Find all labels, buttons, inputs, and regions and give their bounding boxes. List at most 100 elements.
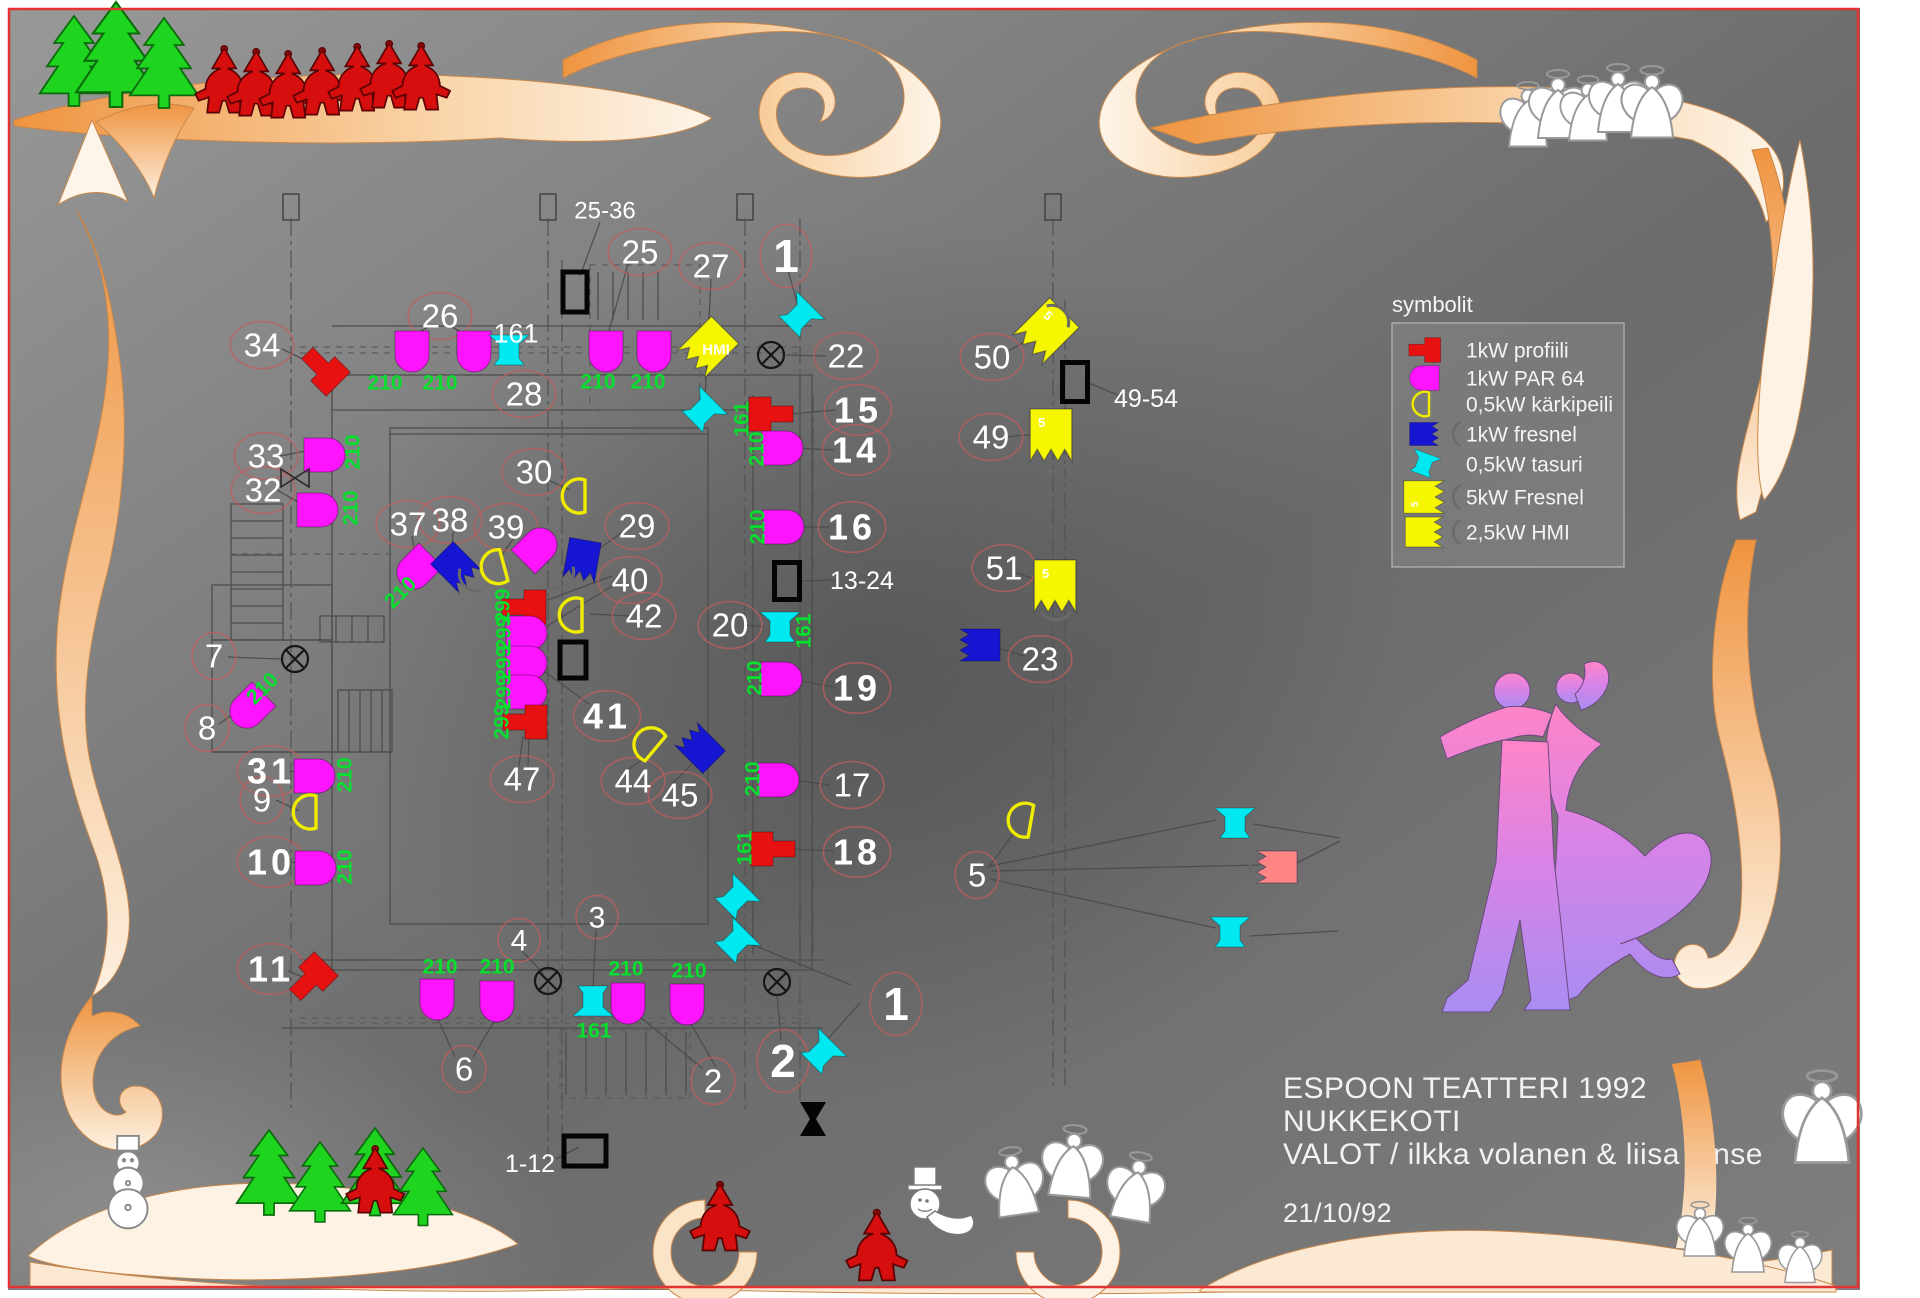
fixture-par-icon [303, 437, 346, 473]
legend-symbol-par-icon [1409, 365, 1440, 391]
fixture-par-icon [760, 661, 803, 697]
gel-number-label: 210 [367, 371, 402, 394]
fixture-number-label: 26 [422, 298, 459, 335]
gel-number-label: 210 [339, 490, 362, 525]
gel-number-label: 210 [741, 761, 764, 796]
fixture-number-label: 10 [247, 842, 295, 883]
fixture-number-label: 13-24 [830, 567, 894, 595]
legend-item-fresnel5: 5 5kW Fresnel [1403, 480, 1584, 514]
fixture-number-label: 23 [1022, 641, 1059, 678]
fixture-par-icon [294, 850, 337, 886]
fixture-number-label: 8 [198, 710, 216, 747]
gel-number-label: 161 [730, 401, 753, 436]
fixture-number-label: 19 [833, 668, 881, 709]
fixture-number-label: 6 [455, 1051, 473, 1088]
fixture-number-label: 1 [773, 230, 799, 282]
fixture-par-icon [669, 983, 705, 1026]
fixture-number-label: 41 [583, 696, 631, 737]
fixture-par-icon [479, 980, 515, 1023]
gel-number-label: 161 [733, 830, 756, 865]
legend-item-label: 2,5kW HMI [1466, 521, 1570, 544]
fixture-par-icon [456, 330, 492, 373]
legend-item-par: 1kW PAR 64 [1409, 365, 1585, 391]
gel-number-label: 210 [341, 434, 364, 469]
gel-number-label: 210 [743, 660, 766, 695]
gel-number-label: 210 [745, 431, 768, 466]
fixture-number-label: 27 [693, 248, 730, 285]
gel-number-label: 299 [492, 615, 515, 650]
fixture-number-label: 5 [968, 857, 986, 894]
fixture-number-label: 37 [390, 506, 427, 543]
fixture-number-label: 50 [974, 339, 1011, 376]
svg-text:5: 5 [1410, 501, 1421, 507]
fixture-number-label: 51 [986, 550, 1023, 587]
fixture-number-label: 15 [834, 390, 882, 431]
fixture-number-label: 30 [516, 454, 553, 491]
legend-item-label: 1kW PAR 64 [1466, 367, 1585, 390]
svg-text:5: 5 [1042, 566, 1049, 581]
fixture-number-label: 2 [704, 1063, 722, 1100]
fixture-number-label: 18 [833, 832, 881, 873]
fixture-number-label: HMI [702, 341, 730, 358]
fixture-par-icon [636, 330, 672, 373]
gel-number-label: 210 [580, 370, 615, 393]
fixture-number-label: 28 [506, 376, 543, 413]
fixture-number-label: 4 [511, 925, 528, 958]
fixture-number-label: 1-12 [505, 1150, 555, 1178]
fixture-number-label: 17 [834, 767, 871, 804]
fixture-number-label: 20 [712, 607, 749, 644]
legend-item-label: 0,5kW tasuri [1466, 453, 1583, 476]
gel-number-label: 210 [671, 959, 706, 982]
legend-item-profile: 1kW profiili [1408, 337, 1569, 363]
fixture-number-label: 11 [248, 949, 294, 990]
gel-number-label: 210 [746, 509, 769, 544]
fixture-number-label: 161 [493, 318, 538, 348]
title-line-2: NUKKEKOTI [1283, 1105, 1461, 1138]
legend-item-label: 0,5kW kärkipeili [1466, 393, 1613, 416]
legend-item-hmi: 2,5kW HMI [1404, 516, 1570, 548]
fixture-number-label: 22 [828, 338, 865, 375]
fixture-number-label: 14 [832, 430, 880, 471]
legend-panel: symbolit 1kW profiili 1kW PAR 64 0,5kW kär… [1391, 292, 1625, 568]
fixture-number-label: 32 [245, 472, 282, 509]
gel-number-label: 161 [792, 613, 815, 648]
gel-number-label: 210 [422, 371, 457, 394]
gel-number-label: 161 [576, 1019, 611, 1042]
fixture-par-icon [588, 330, 624, 373]
svg-text:5: 5 [1038, 415, 1045, 430]
fixture-number-label: 2 [770, 1035, 796, 1087]
fixture-number-label: 45 [662, 777, 699, 814]
fixture-number-label: 42 [626, 598, 663, 635]
fixture-number-label: 39 [488, 509, 525, 546]
fixture-number-label: 9 [253, 782, 271, 819]
fixture-number-label: 34 [244, 327, 281, 364]
gel-number-label: 299 [490, 704, 513, 739]
fixture-number-label: 3 [589, 902, 606, 935]
gel-number-label: 210 [333, 849, 356, 884]
fixture-par-icon [296, 492, 339, 528]
title-line-3: VALOT / ilkka volanen & liisa y nse [1283, 1138, 1763, 1171]
fixture-number-label: 44 [615, 763, 652, 800]
title-date: 21/10/92 [1283, 1198, 1393, 1228]
fixture-par-icon [419, 978, 455, 1021]
legend-item-label: 1kW fresnel [1466, 423, 1577, 446]
fixture-par-icon [394, 330, 430, 373]
fixture-number-label: 29 [619, 508, 656, 545]
fixture-number-label: 7 [205, 638, 223, 675]
title-block: ESPOON TEATTERI 1992 NUKKEKOTI VALOT / i… [1283, 1072, 1763, 1230]
legend-item-label: 1kW profiili [1466, 339, 1569, 362]
gel-number-label: 210 [630, 370, 665, 393]
fixture-number-label: 33 [248, 438, 285, 475]
legend-item-label: 5kW Fresnel [1466, 486, 1584, 509]
legend-title: symbolit [1392, 292, 1473, 317]
gel-number-label: 210 [333, 757, 356, 792]
fixture-number-label: 38 [432, 502, 469, 539]
fixture-par-icon [610, 982, 646, 1025]
fixture-number-label: 1 [883, 978, 909, 1030]
gel-number-label: 210 [608, 957, 643, 980]
gel-number-label: 210 [422, 955, 457, 978]
fixture-number-label: 16 [828, 507, 876, 548]
fixture-par-icon [293, 758, 336, 794]
fixture-number-label: 47 [504, 761, 541, 798]
